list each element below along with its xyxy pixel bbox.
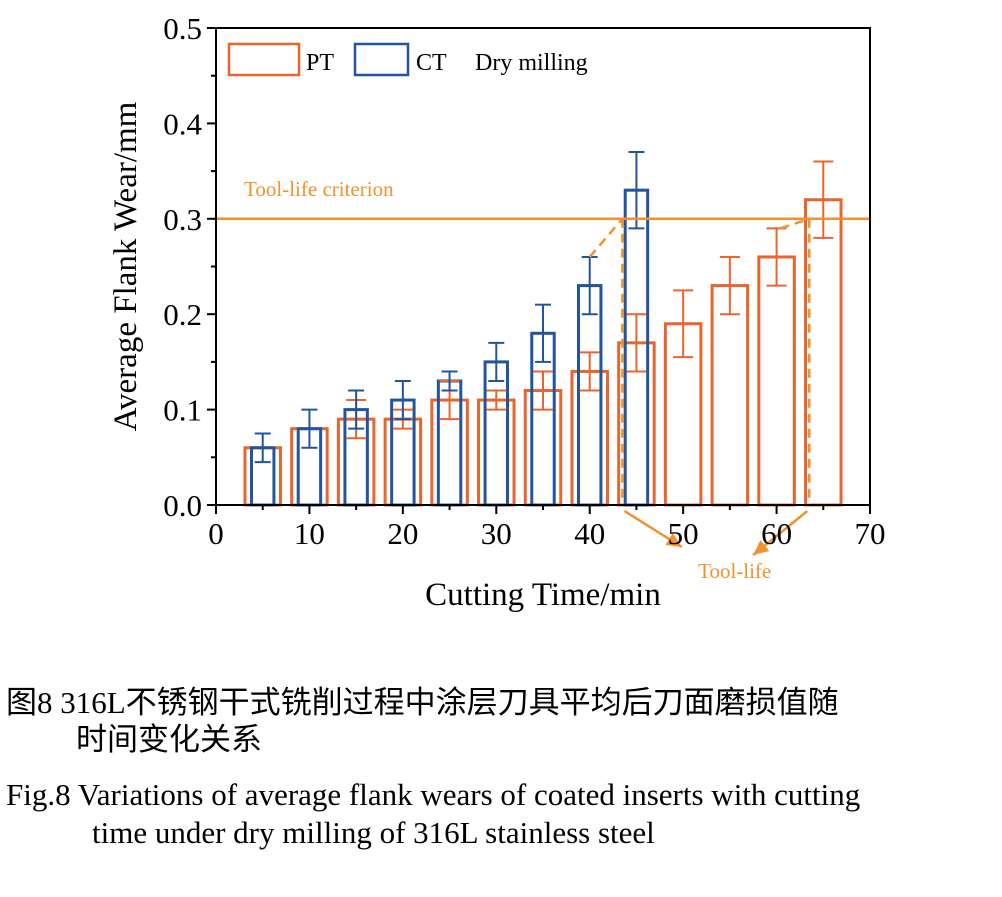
pt-bar [757, 255, 796, 507]
y-tick-label: 0.0 [163, 488, 202, 523]
legend-swatch-ct [353, 42, 410, 77]
y-tick-label: 0.2 [163, 297, 202, 332]
x-tick-label: 0 [208, 516, 224, 551]
y-tick-label: 0.5 [163, 11, 202, 46]
caption-en-line1: Fig.8 Variations of average flank wears … [6, 777, 861, 812]
y-axis-label: Average Flank Wear/mm [108, 101, 144, 431]
pt-bar [804, 198, 843, 507]
legend: PT CT Dry milling [227, 42, 588, 77]
annotations: Tool-life criterion Tool-life [216, 177, 870, 583]
tool-life-arrowhead [753, 540, 770, 555]
x-tick-label: 30 [481, 516, 512, 551]
axes: 0 10 20 30 40 50 60 70 0.0 0.1 0.2 0.3 0.4 0.5 [163, 11, 885, 551]
y-tick-label: 0.4 [163, 106, 202, 141]
caption-cn-line2: 时间变化关系 [76, 722, 262, 757]
caption-en-line2: time under dry milling of 316L stainless… [92, 815, 655, 850]
x-tick-label: 40 [574, 516, 605, 551]
x-tick-label: 50 [668, 516, 699, 551]
ct-bars [250, 188, 650, 507]
legend-title: Dry milling [475, 50, 588, 76]
y-tick-label: 0.1 [163, 393, 202, 428]
legend-label-pt: PT [306, 50, 334, 76]
x-tick-label: 70 [855, 516, 886, 551]
legend-swatch-pt [227, 42, 301, 77]
ct-bar [483, 360, 509, 507]
error-bars [254, 151, 834, 464]
x-axis-label: Cutting Time/min [425, 577, 661, 613]
y-tick-label: 0.3 [163, 202, 202, 237]
caption-cn-line1: 图8 316L不锈钢干式铣削过程中涂层刀具平均后刀面磨损值随 [6, 685, 839, 720]
plot-frame [215, 27, 871, 506]
tool-life-label: Tool-life [698, 559, 771, 583]
x-tick-label: 10 [294, 516, 325, 551]
x-tick-label: 60 [761, 516, 792, 551]
tool-life-arrowhead [665, 533, 682, 547]
x-tick-label: 20 [387, 516, 418, 551]
pt-trend-dashed-line [780, 217, 810, 230]
legend-label-ct: CT [416, 50, 447, 76]
pt-bar [710, 284, 750, 507]
ct-bar [577, 284, 603, 507]
axis-labels: Cutting Time/min Average Flank Wear/mm [108, 101, 661, 613]
criterion-label: Tool-life criterion [244, 177, 394, 201]
ct-trend-dashed-line [588, 217, 624, 258]
flank-wear-chart: Tool-life criterion Tool-life 0 10 20 30 40 50… [108, 11, 886, 613]
